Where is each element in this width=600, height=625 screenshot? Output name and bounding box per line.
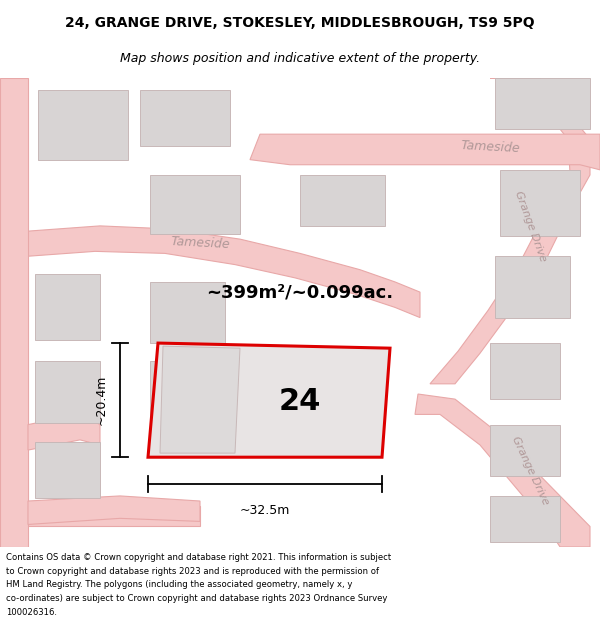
Bar	[150, 175, 240, 234]
Bar	[35, 274, 100, 340]
Text: Map shows position and indicative extent of the property.: Map shows position and indicative extent…	[120, 52, 480, 65]
Bar	[140, 91, 230, 146]
Bar	[35, 361, 100, 423]
Polygon shape	[160, 346, 240, 453]
Polygon shape	[0, 226, 420, 318]
Polygon shape	[28, 496, 200, 524]
Text: Tameside: Tameside	[460, 139, 520, 156]
Text: ~399m²/~0.099ac.: ~399m²/~0.099ac.	[206, 283, 394, 301]
Polygon shape	[250, 134, 600, 170]
Text: Contains OS data © Crown copyright and database right 2021. This information is : Contains OS data © Crown copyright and d…	[6, 553, 391, 562]
Bar	[490, 424, 560, 476]
Bar	[38, 91, 128, 159]
Text: ~20.4m: ~20.4m	[95, 375, 108, 426]
Text: Grange Drive: Grange Drive	[510, 434, 550, 506]
Bar	[300, 175, 385, 226]
Polygon shape	[430, 78, 590, 384]
Bar	[495, 256, 570, 318]
Polygon shape	[0, 78, 28, 547]
Bar	[495, 78, 590, 129]
Polygon shape	[148, 343, 390, 457]
Text: Grange Drive: Grange Drive	[512, 189, 547, 262]
Bar	[35, 442, 100, 498]
Text: co-ordinates) are subject to Crown copyright and database rights 2023 Ordnance S: co-ordinates) are subject to Crown copyr…	[6, 594, 388, 603]
Text: 24: 24	[278, 387, 320, 416]
Bar	[150, 361, 225, 418]
Text: ~32.5m: ~32.5m	[240, 504, 290, 517]
Bar	[150, 282, 225, 343]
Bar	[500, 170, 580, 236]
Text: HM Land Registry. The polygons (including the associated geometry, namely x, y: HM Land Registry. The polygons (includin…	[6, 581, 352, 589]
Text: to Crown copyright and database rights 2023 and is reproduced with the permissio: to Crown copyright and database rights 2…	[6, 567, 379, 576]
Text: 100026316.: 100026316.	[6, 608, 57, 617]
Text: 24, GRANGE DRIVE, STOKESLEY, MIDDLESBROUGH, TS9 5PQ: 24, GRANGE DRIVE, STOKESLEY, MIDDLESBROU…	[65, 16, 535, 31]
Bar	[490, 496, 560, 542]
Polygon shape	[28, 414, 100, 450]
Text: Tameside: Tameside	[170, 235, 230, 251]
Bar	[490, 343, 560, 399]
Polygon shape	[28, 506, 200, 526]
Polygon shape	[415, 394, 590, 547]
